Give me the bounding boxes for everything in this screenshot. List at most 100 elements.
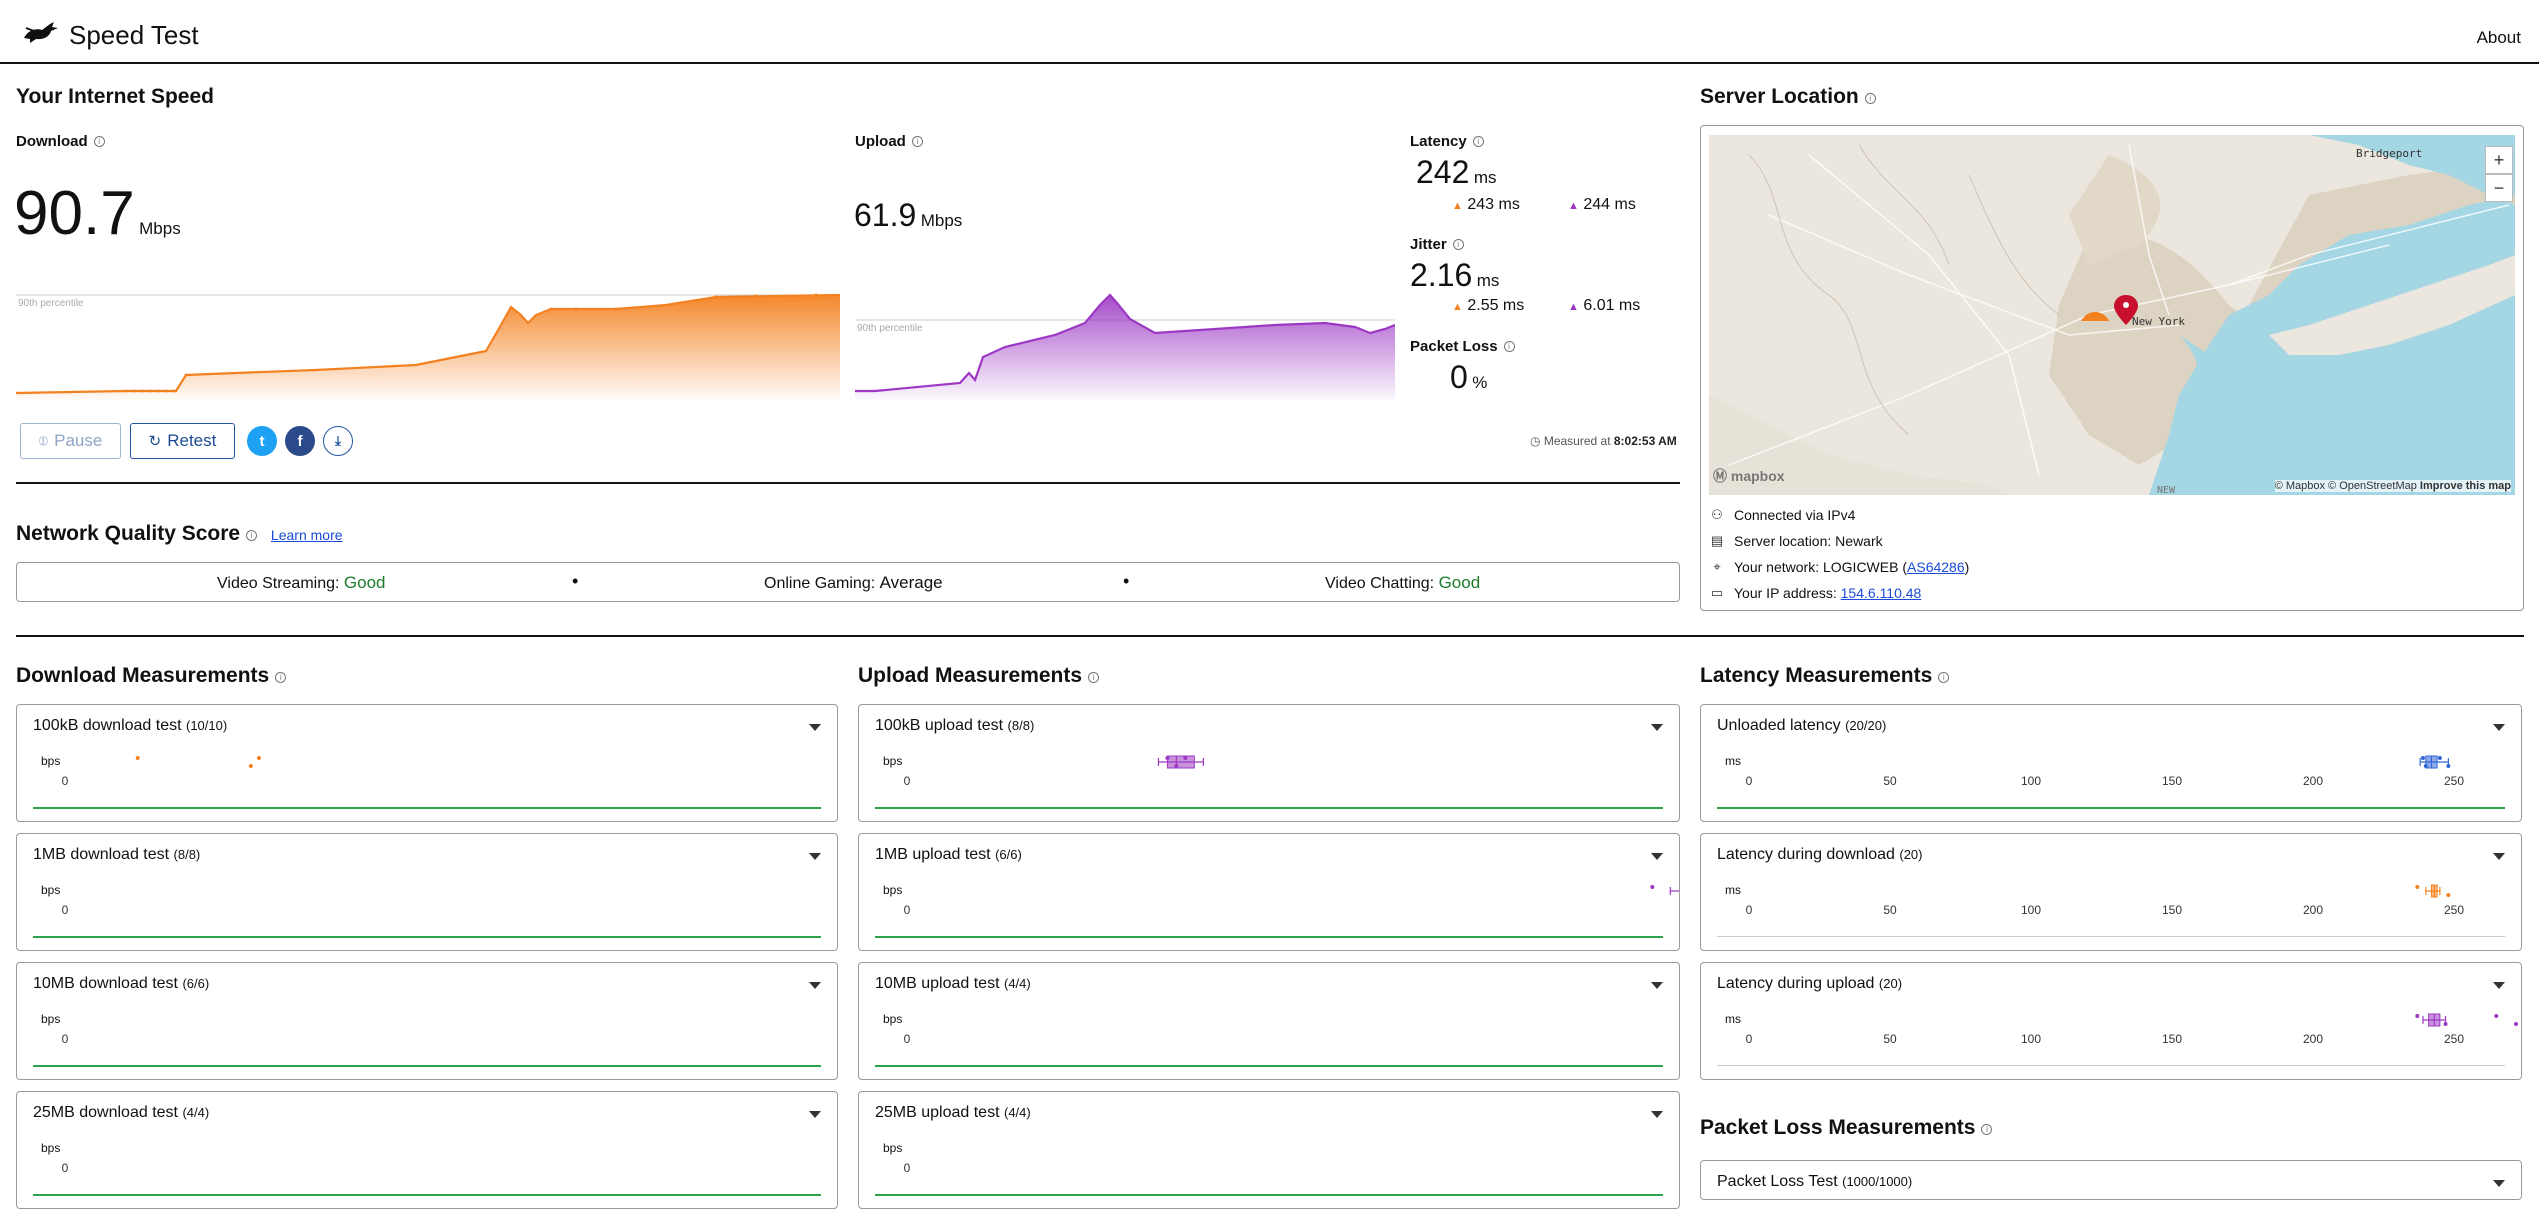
axis-unit-label: bps (883, 883, 903, 897)
chevron-down-icon[interactable] (1651, 982, 1663, 989)
download-results-icon[interactable]: ⤓ (323, 426, 353, 456)
test-title: 10MB download test (6/6) (33, 975, 210, 992)
download-value-block: 90.7 Mbps (14, 178, 181, 249)
chevron-down-icon[interactable] (1651, 1111, 1663, 1118)
latency-during-download-card[interactable]: Latency during download (20) ms 0 50 100 150 2… (1700, 833, 2522, 951)
1mb-upload-test-card[interactable]: 1MB upload test (6/6) bps010M20M30M40M50M… (858, 833, 1680, 951)
server-location: ▤ Server location: Newark (1710, 533, 1883, 549)
chevron-down-icon[interactable] (809, 1111, 821, 1118)
chevron-down-icon[interactable] (2493, 724, 2505, 731)
info-icon[interactable]: i (1981, 1124, 1993, 1135)
100kb-upload-test-card[interactable]: 100kB upload test (8/8) bps010M20M30M40M5… (858, 704, 1680, 822)
info-icon[interactable]: i (1864, 93, 1876, 104)
latency-up: ▲ 244 ms (1568, 196, 1636, 213)
info-icon[interactable]: i (1938, 672, 1950, 683)
jitter-unit: ms (1476, 271, 1500, 290)
axis-tick-label: 0 (1746, 903, 1753, 917)
chevron-down-icon[interactable] (1651, 853, 1663, 860)
box-plot-chart: 010M20M30M40M50M60M70M80M90M (62, 756, 261, 788)
axis-tick-label: 250 (2444, 903, 2464, 917)
data-point (2415, 1014, 2420, 1018)
data-point (2494, 1014, 2499, 1018)
25mb-upload-test-card[interactable]: 25MB upload test (4/4) bps010M20M30M40M50… (858, 1091, 1680, 1209)
chevron-down-icon[interactable] (2493, 1180, 2505, 1187)
status-line (33, 1065, 821, 1067)
latency-during-upload-card[interactable]: Latency during upload (20) ms 0 50 100 150 200… (1700, 962, 2522, 1080)
test-title: Latency during upload (20) (1717, 975, 1903, 992)
latency-measurements-title: Latency Measurements i (1700, 664, 1950, 688)
axis-tick-label: 100 (2021, 1032, 2041, 1046)
info-icon[interactable]: i (1503, 341, 1515, 352)
box-plot-chart: 010M20M30M40M50M60M70M80M (904, 1032, 911, 1046)
upload-area (855, 295, 1395, 400)
100kb-download-test-card[interactable]: 100kB download test (10/10) bps010M20M30M… (16, 704, 838, 822)
unloaded-latency-card[interactable]: Unloaded latency (20/20) ms 0 50 100 150 200 25… (1700, 704, 2522, 822)
your-network: ⌖ Your network: LOGICWEB (AS64286) (1710, 559, 1969, 575)
packet-loss-test-card[interactable]: Packet Loss Test (1000/1000) (1700, 1160, 2522, 1200)
download-speed-chart: 90th percentile (16, 293, 840, 400)
status-line (33, 936, 821, 938)
about-link[interactable]: About (2476, 28, 2521, 47)
chevron-down-icon[interactable] (809, 982, 821, 989)
info-icon[interactable]: i (1472, 136, 1484, 147)
packet-loss-value: 0 (1450, 359, 1468, 395)
info-icon[interactable]: i (275, 672, 287, 683)
ip-link[interactable]: 154.6.110.48 (1840, 585, 1922, 601)
axis-unit-label: bps (41, 1141, 61, 1155)
improve-map-link[interactable]: Improve this map (2419, 480, 2511, 492)
axis-tick-label: 200 (2303, 903, 2323, 917)
zoom-in-button[interactable]: + (2485, 146, 2513, 174)
server-area-marker (2081, 311, 2109, 321)
data-point (1174, 764, 1179, 768)
data-point (248, 764, 253, 768)
upload-line (855, 293, 1395, 393)
axis-unit-label: bps (883, 1141, 903, 1155)
upload-value: 61.9 (854, 197, 917, 233)
data-point (2415, 885, 2420, 889)
axis-tick-label: 0 (1746, 1032, 1753, 1046)
learn-more-link[interactable]: Learn more (270, 527, 343, 543)
10mb-download-test-card[interactable]: 10MB download test (6/6) bps010M20M30M40M… (16, 962, 838, 1080)
latency-value-block: 242 ms (1416, 154, 1497, 191)
asn-link[interactable]: AS64286 (1907, 559, 1965, 575)
info-icon[interactable]: i (1452, 239, 1464, 250)
info-icon[interactable]: i (1088, 672, 1100, 683)
pause-button[interactable]: ⦶ Pause (20, 423, 121, 459)
retest-button[interactable]: ↻ Retest (130, 423, 235, 459)
info-icon[interactable]: i (246, 530, 258, 541)
server-info-card: New York Bridgeport NEW + − Ⓜ mapbox © M… (1700, 125, 2524, 611)
chevron-down-icon[interactable] (2493, 982, 2505, 989)
mapbox-logo[interactable]: Ⓜ mapbox (1713, 468, 1785, 484)
axis-tick-label: 150 (2162, 774, 2182, 788)
packet-loss-value-block: 0 % (1450, 359, 1487, 396)
upload-measurements-title: Upload Measurements i (858, 664, 1100, 688)
facebook-share-icon[interactable]: f (285, 426, 315, 456)
rabbit-logo-icon[interactable] (20, 18, 60, 46)
latency-unit: ms (1473, 168, 1497, 187)
10mb-upload-test-card[interactable]: 10MB upload test (4/4) bps010M20M30M40M50… (858, 962, 1680, 1080)
axis-tick-label: 250 (2444, 1032, 2464, 1046)
latency-down: ▲ 243 ms (1452, 196, 1520, 213)
box-iqr[interactable] (1166, 755, 1195, 769)
chevron-down-icon[interactable] (809, 724, 821, 731)
chevron-down-icon[interactable] (1651, 724, 1663, 731)
axis-unit-label: ms (1725, 883, 1741, 897)
server-map[interactable]: New York Bridgeport NEW (1709, 135, 2515, 495)
packet-loss-measurements-title: Packet Loss Measurements i (1700, 1116, 1993, 1140)
percentile-label: 90th percentile (857, 323, 923, 334)
box-plot-chart: 010M20M30M40M50M60M70M80M90M (62, 1032, 69, 1046)
info-icon[interactable]: i (93, 136, 105, 147)
chevron-down-icon[interactable] (2493, 853, 2505, 860)
25mb-download-test-card[interactable]: 25MB download test (4/4) bps010M20M30M40M… (16, 1091, 838, 1209)
info-icon[interactable]: i (911, 136, 923, 147)
zoom-out-button[interactable]: − (2485, 174, 2513, 202)
data-point (135, 756, 140, 760)
download-label: Download i (16, 133, 105, 150)
axis-unit-label: bps (883, 1012, 903, 1026)
jitter-label: Jitter i (1410, 236, 1464, 253)
test-title: 1MB upload test (6/6) (875, 846, 1022, 863)
twitter-share-icon[interactable]: t (247, 426, 277, 456)
1mb-download-test-card[interactable]: 1MB download test (8/8) bps010M20M30M40M5… (16, 833, 838, 951)
location-pin-icon[interactable] (2114, 295, 2138, 325)
chevron-down-icon[interactable] (809, 853, 821, 860)
